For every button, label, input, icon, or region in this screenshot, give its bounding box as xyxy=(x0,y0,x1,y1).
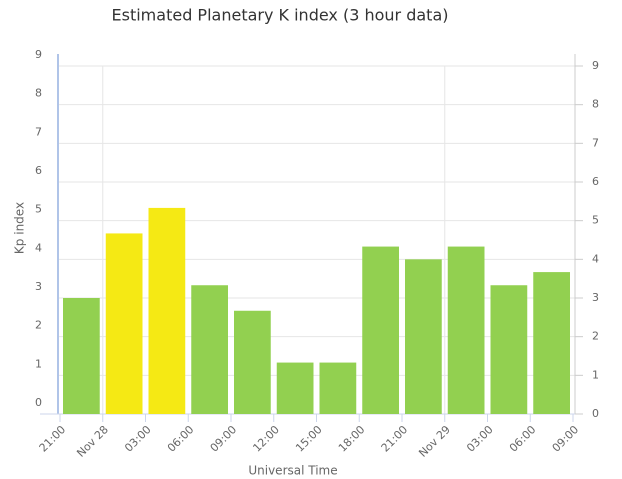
bar xyxy=(405,259,442,414)
y-tick-label: 7 xyxy=(35,125,42,138)
y-tick-label: 8 xyxy=(35,87,42,100)
y2-tick-label: 6 xyxy=(592,175,599,188)
x-axis-title: Universal Time xyxy=(248,464,337,478)
y-tick-label: 5 xyxy=(35,203,42,216)
bar xyxy=(319,362,357,414)
y2-tick-label: 2 xyxy=(592,330,599,343)
x-tick-label: Nov 28 xyxy=(74,423,111,460)
x-tick-label: 09:00 xyxy=(550,423,582,455)
bar xyxy=(148,207,186,414)
bar xyxy=(105,233,143,414)
bar xyxy=(191,285,228,414)
y-tick-label: 0 xyxy=(35,396,42,409)
bar xyxy=(63,298,100,414)
y2-tick-label: 8 xyxy=(592,98,599,111)
y2-tick-label: 1 xyxy=(592,368,599,381)
y-tick-label: 3 xyxy=(35,280,42,293)
bar xyxy=(533,272,570,414)
x-tick-label: Nov 29 xyxy=(416,423,453,460)
x-tick-label: 06:00 xyxy=(507,423,539,455)
y2-tick-label: 9 xyxy=(592,59,599,72)
y2-tick-label: 7 xyxy=(592,136,599,149)
y-tick-label: 6 xyxy=(35,164,42,177)
x-tick-label: 03:00 xyxy=(464,423,496,455)
bar xyxy=(490,285,528,414)
y2-tick-label: 4 xyxy=(592,252,599,265)
bar xyxy=(447,246,485,414)
y-axis-title: Kp index xyxy=(13,202,27,254)
y2-tick-label: 3 xyxy=(592,291,599,304)
x-tick-label: 15:00 xyxy=(293,423,325,455)
x-tick-label: 06:00 xyxy=(165,423,197,455)
y-tick-label: 9 xyxy=(35,48,42,61)
y2-tick-label: 0 xyxy=(592,407,599,420)
bar xyxy=(234,310,271,414)
bar xyxy=(276,362,314,414)
y-tick-label: 4 xyxy=(35,241,42,254)
x-tick-label: 21:00 xyxy=(379,423,411,455)
x-tick-label: 18:00 xyxy=(336,423,368,455)
chart-title: Estimated Planetary K index (3 hour data… xyxy=(112,6,449,25)
x-tick-label: 09:00 xyxy=(208,423,240,455)
bar xyxy=(362,246,399,414)
x-tick-label: 03:00 xyxy=(122,423,154,455)
y2-tick-label: 5 xyxy=(592,214,599,227)
x-tick-label: 21:00 xyxy=(37,423,69,455)
y-tick-label: 1 xyxy=(35,357,42,370)
x-tick-label: 12:00 xyxy=(250,423,282,455)
y-tick-label: 2 xyxy=(35,319,42,332)
